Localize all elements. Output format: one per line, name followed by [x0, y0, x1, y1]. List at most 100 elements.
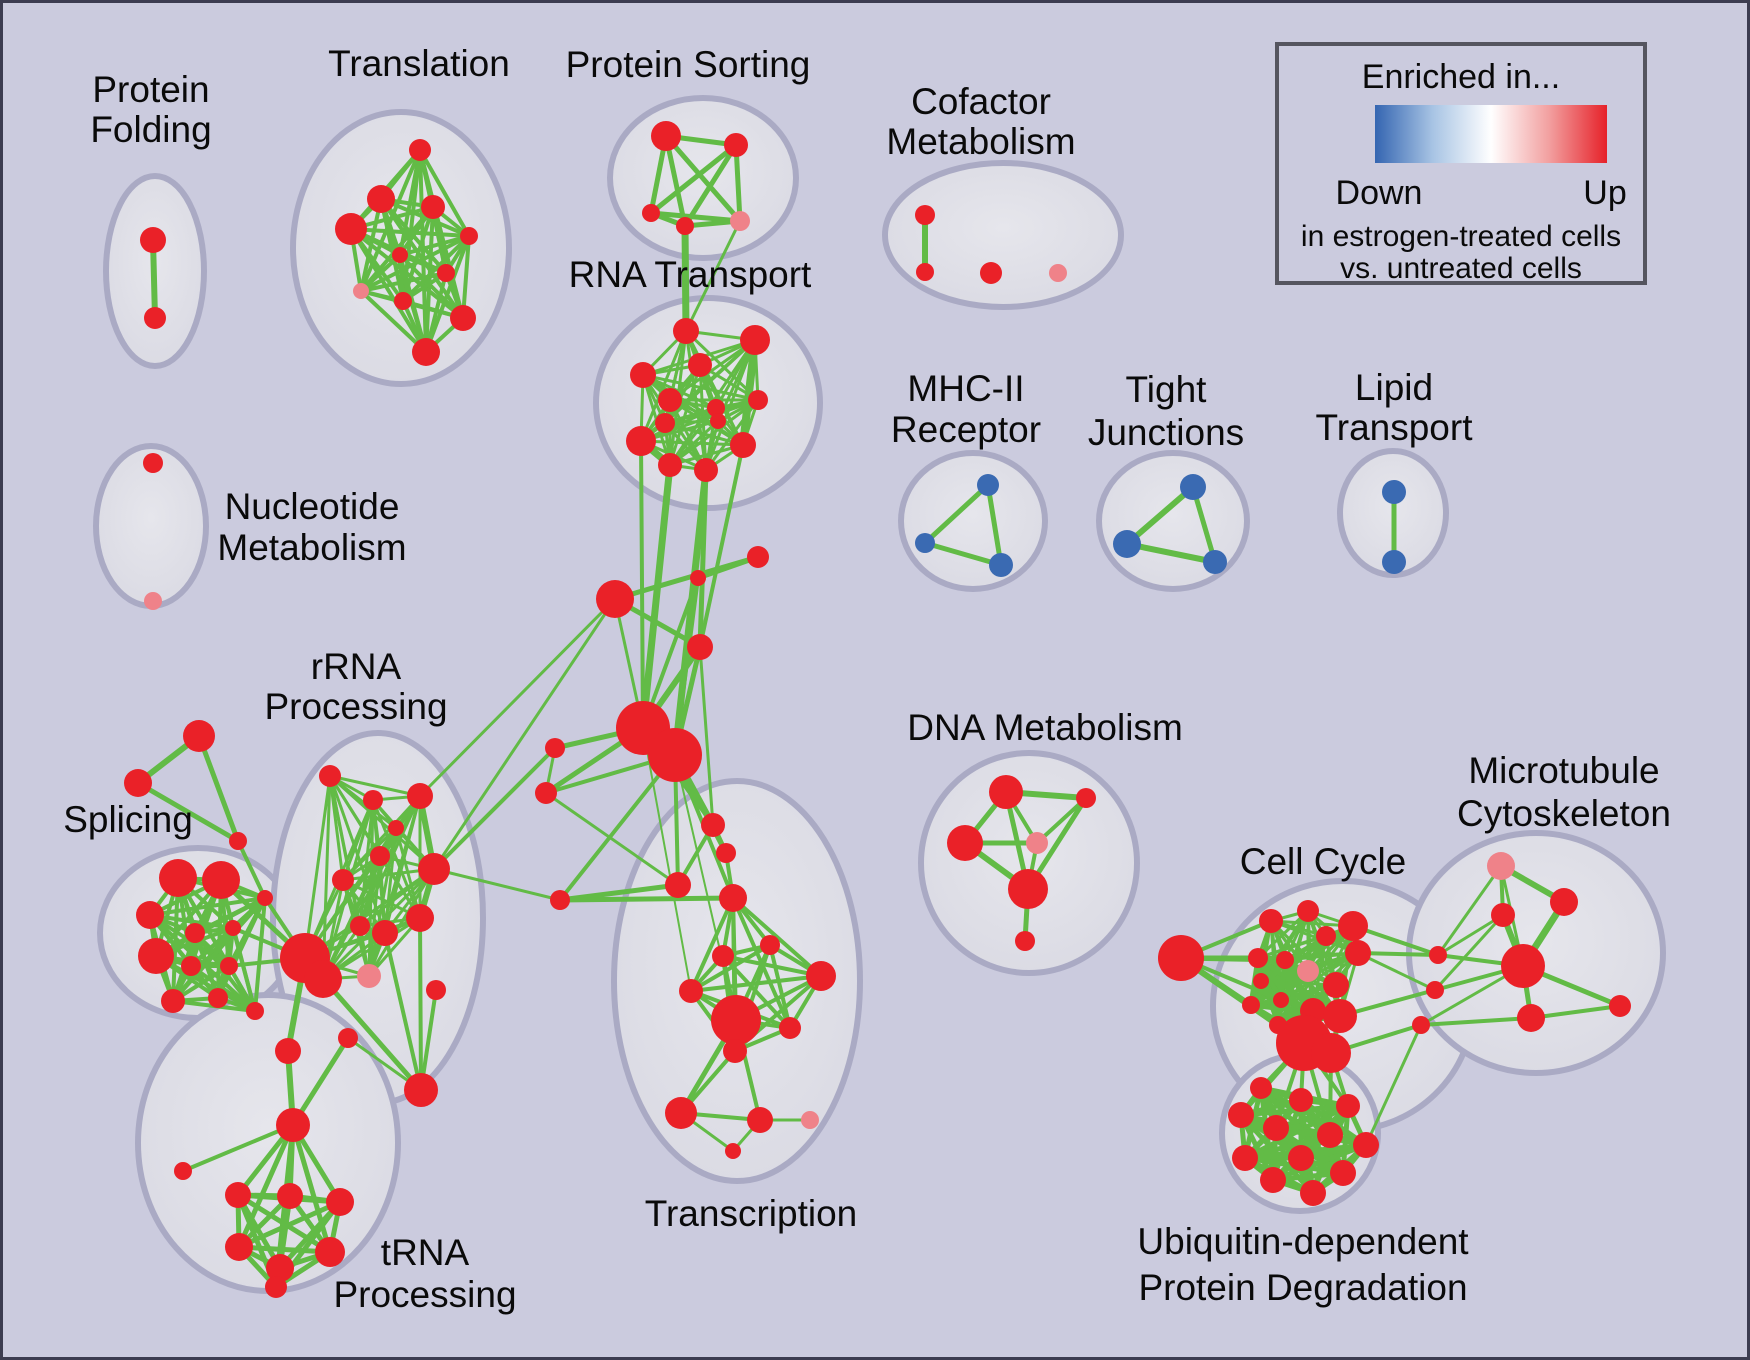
- edge: [418, 916, 423, 1092]
- node-s7: [181, 956, 201, 976]
- node-br3: [1412, 1016, 1430, 1034]
- edge: [731, 896, 823, 978]
- edge: [544, 791, 680, 887]
- node-tr7: [437, 264, 455, 282]
- node-cc6: [1276, 951, 1294, 969]
- node-cc12: [1273, 992, 1289, 1008]
- node-b1: [1158, 935, 1204, 981]
- edge: [639, 439, 645, 730]
- node-x7: [679, 979, 703, 1003]
- cluster-label-cofactor-metabolism: Metabolism: [886, 121, 1075, 162]
- edge: [432, 867, 562, 902]
- edge: [668, 406, 718, 467]
- node-cc14: [1323, 999, 1357, 1033]
- edge: [418, 148, 428, 354]
- node-x5: [760, 935, 780, 955]
- cluster-label-mhc-ii-receptor: MHC-II: [907, 368, 1024, 409]
- node-spA: [183, 720, 215, 752]
- node-nm2: [144, 592, 162, 610]
- node-tr10: [450, 305, 476, 331]
- edge: [739, 336, 759, 449]
- node-tr9: [394, 292, 412, 310]
- node-c1: [690, 570, 706, 586]
- edge: [697, 467, 709, 650]
- edge: [1356, 951, 1437, 992]
- edge: [1356, 951, 1440, 957]
- cluster-ellipse-mhc-ii-receptor: [898, 450, 1048, 592]
- node-s5: [225, 920, 241, 936]
- node-cc10: [1253, 973, 1269, 989]
- node-d4: [1026, 832, 1048, 854]
- edge: [383, 931, 423, 1092]
- edge: [154, 896, 267, 958]
- node-t6: [315, 1237, 345, 1267]
- edge: [148, 913, 235, 930]
- node-m4: [1501, 944, 1545, 988]
- edge: [171, 896, 267, 1003]
- cluster-label-dna-metabolism: DNA Metabolism: [907, 707, 1183, 748]
- edge: [432, 746, 557, 871]
- node-tl: [174, 1162, 192, 1180]
- legend-caption-line2: vs. untreated cells: [1340, 252, 1582, 285]
- node-d5: [1008, 869, 1048, 909]
- node-spC: [229, 832, 247, 850]
- legend-up-label: Up: [1583, 174, 1627, 212]
- node-s12: [246, 1002, 264, 1020]
- node-r8: [372, 920, 398, 946]
- edge: [341, 826, 398, 882]
- cluster-label-protein-sorting: Protein Sorting: [566, 44, 811, 85]
- node-d3: [1076, 788, 1096, 808]
- edge: [196, 733, 241, 844]
- edge: [639, 461, 674, 732]
- node-d6: [1015, 931, 1035, 951]
- cluster-label-rna-transport: RNA Transport: [569, 254, 812, 295]
- node-r11: [275, 1038, 301, 1064]
- legend-down-label: Down: [1335, 174, 1423, 212]
- edge: [1124, 541, 1218, 565]
- edge: [1436, 913, 1505, 957]
- edge: [432, 597, 617, 871]
- node-cf2: [916, 263, 934, 281]
- edge: [922, 482, 991, 546]
- cluster-label-transcription: Transcription: [645, 1193, 857, 1234]
- cluster-ellipse-cofactor-metabolism: [882, 160, 1124, 310]
- cluster-label-translation: Translation: [328, 43, 510, 84]
- node-x3: [665, 872, 691, 898]
- edge: [328, 774, 422, 798]
- node-s2: [202, 861, 240, 899]
- node-tr2: [367, 185, 395, 213]
- edge: [612, 554, 761, 602]
- node-mh1: [977, 474, 999, 496]
- node-ps5: [730, 211, 750, 231]
- node-s4: [185, 923, 205, 943]
- node-m3: [1491, 903, 1515, 927]
- edge: [1364, 1023, 1423, 1147]
- node-u2: [1289, 1088, 1313, 1112]
- node-cc1: [1259, 909, 1283, 933]
- node-mh3: [989, 553, 1013, 577]
- node-r6: [332, 869, 354, 891]
- cluster-label-lipid-transport: Transport: [1316, 407, 1474, 448]
- node-tr1: [409, 139, 431, 161]
- node-ps4: [676, 217, 694, 235]
- node-x10: [779, 1017, 801, 1039]
- node-c2: [747, 546, 769, 568]
- node-x9: [711, 995, 761, 1045]
- cluster-ellipse-dna-metabolism: [918, 750, 1140, 976]
- node-rt2: [740, 325, 770, 355]
- edge: [689, 896, 735, 993]
- edge: [424, 205, 435, 354]
- edge: [698, 443, 745, 649]
- node-tj3: [1203, 550, 1227, 574]
- node-x12: [665, 1097, 697, 1129]
- node-rp: [357, 964, 381, 988]
- node-c7: [545, 738, 565, 758]
- node-tr5: [460, 227, 478, 245]
- edge: [682, 142, 739, 229]
- edge: [1433, 913, 1505, 992]
- node-cc7: [1297, 960, 1319, 982]
- node-r2: [363, 790, 383, 810]
- legend-caption-line1: in estrogen-treated cells: [1300, 220, 1622, 253]
- node-r4: [388, 820, 404, 836]
